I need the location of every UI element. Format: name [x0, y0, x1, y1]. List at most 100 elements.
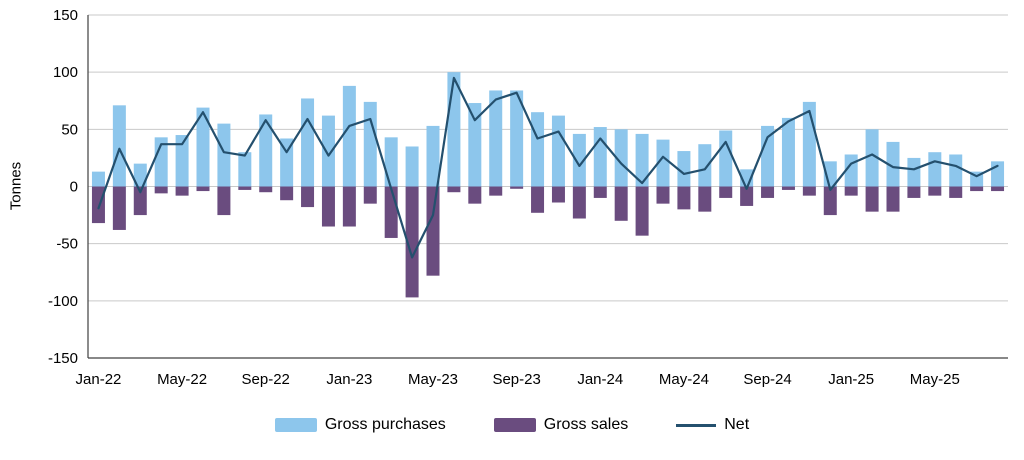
bar-gross-sales — [112, 186, 126, 230]
bar-gross-sales — [154, 186, 168, 194]
bar-gross-sales — [342, 186, 356, 227]
bar-gross-sales — [133, 186, 147, 216]
legend-item-gross-purchases: Gross purchases — [274, 416, 446, 434]
bar-gross-sales — [175, 186, 189, 196]
y-tick-label: 50 — [61, 121, 78, 138]
bar-gross-purchases — [865, 129, 879, 187]
bar-gross-purchases — [677, 151, 691, 187]
bar-gross-purchases — [593, 127, 607, 187]
bar-gross-purchases — [531, 112, 545, 187]
bar-gross-sales — [280, 186, 294, 201]
y-tick-label: -50 — [56, 236, 78, 253]
bar-gross-sales — [949, 186, 963, 198]
bar-gross-purchases — [112, 105, 126, 187]
bar-gross-sales — [238, 186, 252, 190]
bar-gross-purchases — [719, 130, 733, 187]
bar-gross-sales — [844, 186, 858, 196]
bar-gross-sales — [426, 186, 440, 276]
bar-gross-purchases — [614, 129, 628, 187]
gross-purchases-swatch-icon — [274, 418, 317, 432]
y-tick-label: 150 — [53, 7, 78, 24]
bar-gross-purchases — [133, 163, 147, 187]
bar-gross-sales — [970, 186, 984, 192]
bar-gross-sales — [991, 186, 1005, 192]
bar-gross-purchases — [321, 115, 335, 187]
bar-gross-purchases — [572, 133, 586, 187]
bar-gross-sales — [823, 186, 837, 216]
x-tick-label: Jan-22 — [76, 371, 122, 388]
bar-gross-sales — [551, 186, 565, 203]
bar-gross-purchases — [384, 137, 398, 187]
x-tick-label: May-25 — [910, 371, 960, 388]
bar-gross-purchases — [280, 138, 294, 187]
y-tick-label: 0 — [70, 179, 78, 196]
bar-gross-sales — [301, 186, 315, 208]
bar-gross-sales — [635, 186, 649, 236]
x-tick-label: May-22 — [157, 371, 207, 388]
bar-gross-sales — [719, 186, 733, 198]
x-tick-label: May-23 — [408, 371, 458, 388]
legend-item-net: Net — [676, 416, 749, 434]
bar-gross-purchases — [259, 114, 273, 187]
x-tick-label: Sep-23 — [492, 371, 540, 388]
bar-gross-purchases — [761, 125, 775, 187]
bar-gross-purchases — [363, 101, 377, 187]
bar-gross-sales — [656, 186, 670, 204]
net-line-swatch-icon — [676, 423, 717, 427]
bar-gross-purchases — [489, 90, 503, 187]
gross-sales-swatch-icon — [493, 418, 536, 432]
bar-gross-sales — [928, 186, 942, 196]
bar-gross-purchases — [698, 144, 712, 187]
bar-gross-purchases — [468, 103, 482, 187]
bar-gross-sales — [593, 186, 607, 198]
x-tick-label: Jan-24 — [577, 371, 623, 388]
bar-gross-sales — [531, 186, 545, 213]
bar-gross-purchases — [342, 85, 356, 187]
bar-gross-sales — [740, 186, 754, 206]
bar-gross-purchases — [907, 157, 921, 187]
bar-gross-purchases — [238, 152, 252, 187]
bar-gross-purchases — [196, 107, 210, 187]
bar-gross-sales — [802, 186, 816, 196]
bar-gross-purchases — [510, 90, 524, 187]
legend-label-net: Net — [724, 416, 750, 433]
bar-gross-purchases — [91, 171, 105, 187]
bar-gross-sales — [447, 186, 461, 193]
bar-gross-sales — [321, 186, 335, 227]
x-tick-label: Jan-23 — [326, 371, 372, 388]
legend-item-gross-sales: Gross sales — [493, 416, 629, 434]
bar-gross-purchases — [551, 115, 565, 187]
bar-gross-sales — [677, 186, 691, 210]
bar-gross-sales — [468, 186, 482, 204]
bar-gross-purchases — [217, 123, 231, 187]
bar-gross-purchases — [635, 133, 649, 187]
bar-gross-sales — [405, 186, 419, 298]
bar-gross-purchases — [928, 152, 942, 187]
bar-gross-sales — [259, 186, 273, 193]
bar-gross-sales — [614, 186, 628, 221]
x-tick-label: May-24 — [659, 371, 709, 388]
bar-gross-sales — [572, 186, 586, 219]
bar-gross-sales — [907, 186, 921, 198]
x-tick-label: Sep-22 — [242, 371, 290, 388]
y-tick-label: -150 — [48, 350, 78, 367]
chart-plot-area: 150 100 50 0 -50 -100 -150 Jan-22 May-22 Sep-22 Ja… — [48, 7, 1008, 388]
bar-gross-purchases — [949, 154, 963, 187]
legend-label-gross-sales: Gross sales — [543, 416, 629, 433]
bar-gross-sales — [489, 186, 503, 196]
y-tick-label: 100 — [53, 64, 78, 81]
bar-gross-sales — [761, 186, 775, 198]
bar-gross-sales — [91, 186, 105, 224]
bar-gross-purchases — [781, 117, 795, 187]
legend: Gross purchases Gross sales Net — [0, 416, 1024, 434]
x-tick-label: Sep-24 — [743, 371, 791, 388]
bar-gross-purchases — [656, 139, 670, 187]
bar-gross-purchases — [175, 135, 189, 187]
bar-gross-purchases — [301, 98, 315, 187]
legend-label-gross-purchases: Gross purchases — [324, 416, 446, 433]
bar-gross-purchases — [886, 141, 900, 187]
bar-gross-sales — [363, 186, 377, 204]
bar-gross-sales — [865, 186, 879, 212]
bar-gross-sales — [781, 186, 795, 190]
